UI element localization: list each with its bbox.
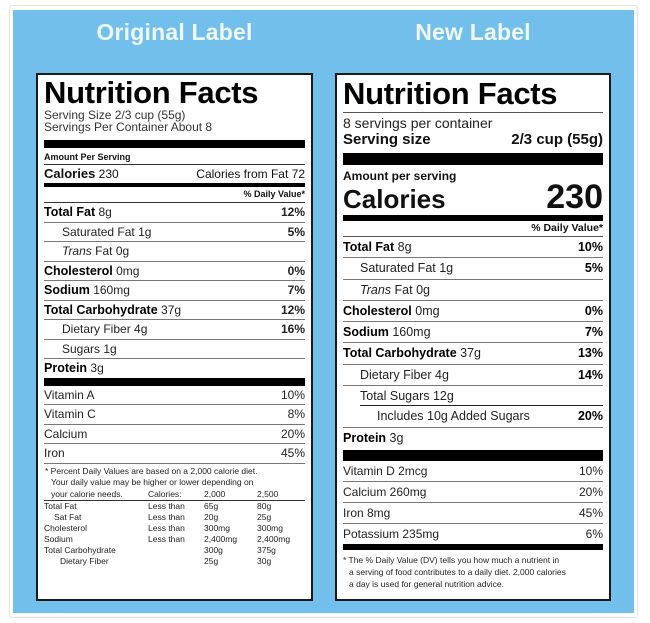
medium-divider	[44, 183, 305, 187]
thick-divider	[44, 140, 305, 148]
serving-size-value: 2/3 cup (55g)	[511, 131, 603, 148]
nutrient-row-dietary-fiber: Dietary Fiber 4g 16%	[44, 320, 305, 340]
nutrient-row-sodium: Sodium 160mg 7%	[343, 322, 603, 344]
vitamin-row: Vitamin C 8%	[44, 405, 305, 425]
serving-size-row: Serving size 2/3 cup (55g)	[343, 131, 603, 148]
nutrient-row-trans-fat: Trans Fat 0g	[343, 280, 603, 301]
nutrient-row-sugars: Sugars 1g	[44, 340, 305, 359]
vitamin-row: Vitamin A 10%	[44, 386, 305, 405]
vitamin-row: Calcium 20%	[44, 425, 305, 444]
vitamin-row: Iron 8mg 45%	[343, 503, 603, 524]
calories-value: 230	[98, 167, 119, 181]
nutrient-row-total-fat: Total Fat 8g 12%	[44, 203, 305, 223]
nutrient-row-sodium: Sodium 160mg 7%	[44, 281, 305, 301]
original-label-heading: Original Label	[96, 19, 253, 45]
nutrient-row-protein: Protein 3g	[44, 361, 104, 375]
daily-value-header: % Daily Value*	[343, 221, 603, 237]
vitamin-row: Potassium 235mg 6%	[343, 526, 603, 541]
amount-per-serving: Amount per serving	[343, 169, 457, 183]
new-nutrition-label: Nutrition Facts 8 servings per container…	[335, 73, 611, 601]
vitamin-row: Vitamin D 2mcg 10%	[343, 461, 603, 482]
daily-value-reference-table: your calorie needs. Calories: 2,000 2,50…	[44, 488, 305, 567]
nutrient-row-total-carbohydrate: Total Carbohydrate 37g 13%	[343, 343, 603, 365]
calories-label: Calories	[343, 184, 446, 214]
nutrient-row-dietary-fiber: Dietary Fiber 4g 14%	[343, 365, 603, 387]
vitamin-row: Calcium 260mg 20%	[343, 482, 603, 503]
calories-value: 230	[546, 178, 603, 216]
nutrient-row-total-carbohydrate: Total Carbohydrate 37g 12%	[44, 301, 305, 320]
nutrient-row-cholesterol: Cholesterol 0mg 0%	[343, 301, 603, 323]
vitamin-row: Iron 45%	[44, 444, 305, 464]
medium-divider	[343, 543, 603, 550]
footnote: * The % Daily Value (DV) tells you how m…	[343, 554, 566, 589]
nutrient-row-total-sugars: Total Sugars 12g	[343, 386, 603, 407]
calories-row: Calories 230	[343, 178, 603, 216]
footnote: * Percent Daily Values are based on a 2,…	[45, 465, 258, 488]
nutrient-row-cholesterol: Cholesterol 0mg 0%	[44, 262, 305, 281]
serving-size: Serving Size 2/3 cup (55g)	[44, 108, 186, 122]
servings-per-container: Servings Per Container About 8	[44, 120, 213, 134]
calories-label: Calories	[44, 166, 96, 181]
thick-divider	[343, 153, 603, 165]
original-nutrition-label: Nutrition Facts Serving Size 2/3 cup (55…	[36, 73, 313, 601]
nutrient-row-saturated-fat: Saturated Fat 1g 5%	[44, 223, 305, 242]
thick-divider	[44, 377, 305, 386]
daily-value-header: % Daily Value*	[44, 187, 305, 203]
new-label-heading: New Label	[415, 19, 531, 45]
nutrient-row-saturated-fat: Saturated Fat 1g 5%	[343, 258, 603, 280]
servings-per-container: 8 servings per container	[343, 115, 493, 131]
amount-per-serving: Amount Per Serving	[44, 148, 305, 165]
thick-divider	[343, 449, 603, 461]
nutrition-facts-title: Nutrition Facts	[343, 77, 603, 113]
calories-from-fat: Calories from Fat 72	[196, 167, 305, 181]
nutrient-row-total-fat: Total Fat 8g 10%	[343, 237, 603, 259]
medium-divider	[343, 215, 603, 221]
serving-size-label: Serving size	[343, 131, 431, 148]
nutrient-row-protein: Protein 3g	[343, 430, 404, 445]
nutrient-row-added-sugars: Includes 10g Added Sugars 20%	[343, 406, 603, 428]
nutrient-row-trans-fat: Trans Fat 0g	[44, 242, 305, 262]
nutrition-facts-title: Nutrition Facts	[44, 75, 259, 110]
calories-row: Calories 230 Calories from Fat 72	[44, 165, 305, 183]
